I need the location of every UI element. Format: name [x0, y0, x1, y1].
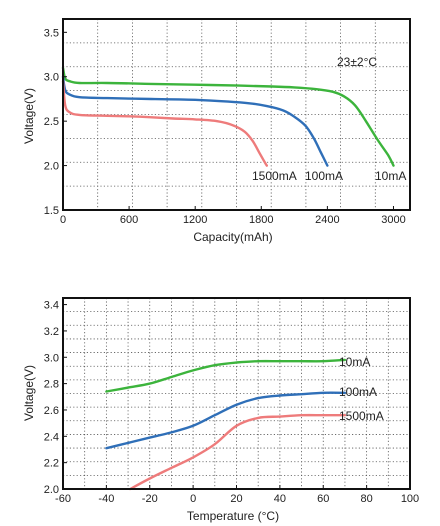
- temperature-x-axis-label: Temperature (°C): [187, 509, 279, 523]
- capacity-grid: [63, 19, 410, 210]
- temperature-x-tick-label: 80: [361, 493, 373, 505]
- capacity-plot-frame: [62, 18, 411, 211]
- temperature-y-tick-label: 2.2: [44, 458, 59, 470]
- temperature-y-tick-label: 2.0: [44, 484, 59, 496]
- capacity-series-label-100mA: 100mA: [305, 169, 343, 183]
- temperature-y-axis-label: Voltage(V): [22, 365, 36, 421]
- temperature-series-10mA: [105, 358, 347, 393]
- capacity-series-label-1500mA: 1500mA: [252, 169, 297, 183]
- capacity-x-tick-label: 1200: [183, 214, 207, 226]
- temperature-y-tick-label: 3.4: [44, 300, 59, 312]
- capacity-chart: 0 600 1200 1800 2400 3000 1.5 2.0 2.5 3.0 3.5 Cap…: [22, 18, 411, 244]
- temperature-x-tick-label: 100: [401, 493, 419, 505]
- temperature-y-tick-label: 3.0: [44, 352, 59, 364]
- capacity-series-1500mA: [61, 80, 268, 167]
- temperature-chart: -60 -40 -20 0 20 40 60 80 100 2.0 2.2 2.4 2.6 2.8 3.0…: [22, 297, 419, 523]
- temperature-x-tick-label: -60: [55, 493, 71, 505]
- temperature-series-label-1500mA: 1500mA: [339, 409, 384, 423]
- temperature-x-tick-label: 60: [317, 493, 329, 505]
- capacity-curves: [61, 66, 395, 167]
- capacity-y-axis-label: Voltage(V): [22, 88, 36, 144]
- capacity-series-10mA: [61, 66, 395, 167]
- temperature-grid: [63, 298, 410, 489]
- temperature-x-tick-label: -20: [142, 493, 158, 505]
- temperature-y-tick-label: 2.8: [44, 379, 59, 391]
- capacity-x-tick-label: 0: [60, 214, 66, 226]
- temperature-x-tick-label: 20: [230, 493, 242, 505]
- temperature-y-tick-label: 3.2: [44, 326, 59, 338]
- capacity-x-axis-label: Capacity(mAh): [193, 230, 272, 244]
- temperature-series-label-10mA: 10mA: [339, 355, 370, 369]
- temperature-x-tick-label: 40: [274, 493, 286, 505]
- temperature-y-tick-label: 2.4: [44, 431, 59, 443]
- temperature-condition-annotation: 23±2°C: [337, 55, 377, 69]
- temperature-y-ticks: 2.0 2.2 2.4 2.6 2.8 3.0 3.2 3.4: [44, 300, 67, 496]
- temperature-curves: [105, 358, 347, 491]
- capacity-x-tick-label: 1800: [249, 214, 273, 226]
- temperature-x-tick-label: -40: [98, 493, 114, 505]
- capacity-series-100mA: [61, 75, 329, 167]
- capacity-y-ticks: 1.5 2.0 2.5 3.0 3.5: [44, 27, 67, 217]
- capacity-y-tick-label: 2.0: [44, 161, 59, 173]
- temperature-y-tick-label: 2.6: [44, 405, 59, 417]
- capacity-x-ticks: 0 600 1200 1800 2400 3000: [60, 206, 406, 226]
- capacity-x-tick-label: 2400: [315, 214, 339, 226]
- capacity-series-label-10mA: 10mA: [375, 169, 406, 183]
- capacity-y-tick-label: 3.0: [44, 72, 59, 84]
- capacity-y-tick-label: 2.5: [44, 116, 59, 128]
- capacity-y-tick-label: 3.5: [44, 27, 59, 39]
- temperature-x-tick-label: 0: [190, 493, 196, 505]
- capacity-x-tick-label: 600: [120, 214, 138, 226]
- temperature-series-1500mA: [129, 413, 347, 491]
- temperature-series-label-100mA: 100mA: [339, 385, 377, 399]
- temperature-series-100mA: [105, 391, 347, 450]
- capacity-y-tick-label: 1.5: [44, 205, 59, 217]
- capacity-x-tick-label: 3000: [381, 214, 405, 226]
- temperature-x-ticks: -60 -40 -20 0 20 40 60 80 100: [55, 485, 419, 505]
